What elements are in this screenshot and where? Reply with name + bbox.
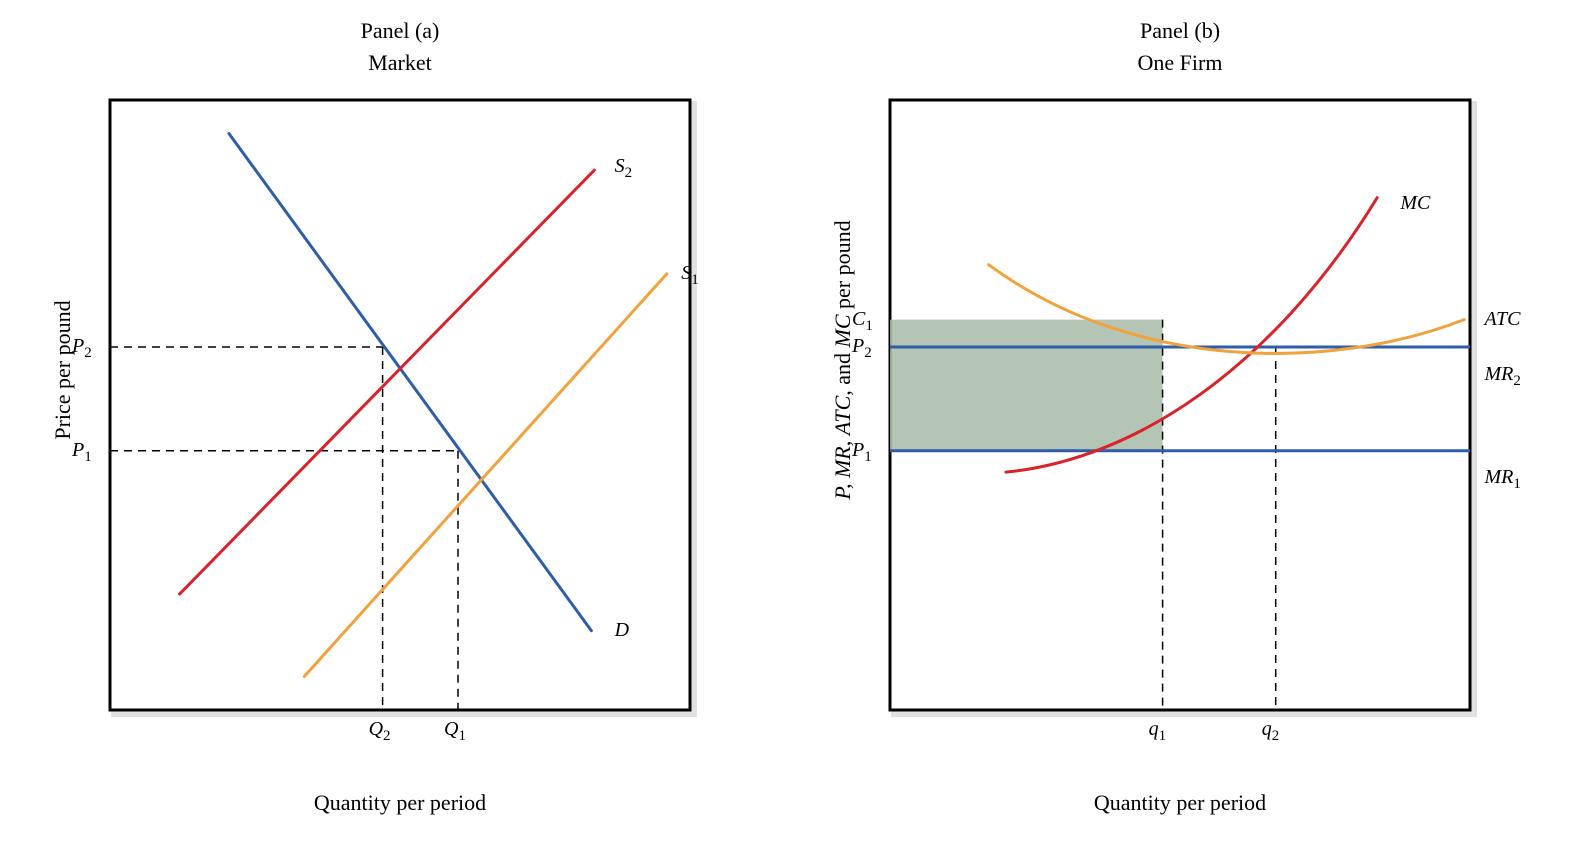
ytick-C1: C1: [852, 308, 873, 335]
xtick-Q1: Q1: [444, 718, 466, 745]
ytick-P1: P1: [852, 439, 872, 466]
curve-label-MR1: MR1: [1485, 466, 1521, 493]
ytick-P2: P2: [852, 335, 872, 362]
curve-label-MC: MC: [1400, 192, 1430, 215]
curve-label-S1: S1: [681, 262, 699, 289]
panel-b-chart: [890, 100, 1470, 710]
ytick-P2: P2: [72, 335, 92, 362]
ytick-P1: P1: [72, 439, 92, 466]
panel-a-title: Panel (a): [300, 18, 500, 44]
panel-a-subtitle: Market: [300, 50, 500, 76]
xtick-q1: q1: [1149, 718, 1167, 745]
panel-b-xlabel: Quantity per period: [1030, 790, 1330, 816]
panel-a-xlabel: Quantity per period: [250, 790, 550, 816]
panel-b-subtitle: One Firm: [1080, 50, 1280, 76]
xtick-q2: q2: [1262, 718, 1280, 745]
page: Panel (a) Market Price per pound Quantit…: [0, 0, 1582, 866]
curve-label-D: D: [615, 619, 629, 642]
curve-label-ATC: ATC: [1485, 308, 1521, 331]
curve-label-S2: S2: [615, 155, 633, 182]
panel-b-title: Panel (b): [1080, 18, 1280, 44]
panel-a-chart: [110, 100, 690, 710]
curve-label-MR2: MR2: [1485, 363, 1521, 390]
xtick-Q2: Q2: [369, 718, 391, 745]
